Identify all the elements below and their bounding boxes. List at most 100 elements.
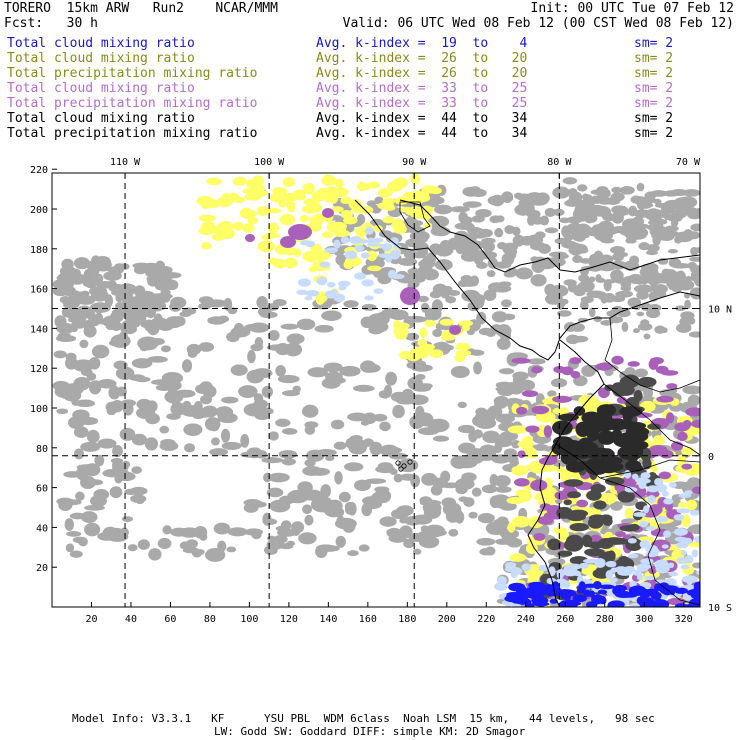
cloud-blob — [213, 522, 231, 535]
cloud-blob — [503, 448, 517, 458]
cloud-blob — [449, 325, 461, 335]
cloud-blob — [96, 281, 115, 289]
cloud-blob — [511, 440, 521, 449]
cloud-blob — [361, 363, 381, 373]
cloud-blob — [407, 268, 420, 275]
cloud-blob — [525, 543, 538, 554]
cloud-blob — [80, 441, 101, 452]
cloud-blob — [400, 287, 420, 305]
cloud-blob — [239, 207, 253, 219]
cloud-blob — [532, 215, 544, 225]
cloud-blob — [562, 567, 578, 577]
cloud-blob — [597, 589, 608, 595]
cloud-blob — [540, 524, 550, 537]
cloud-blob — [617, 445, 641, 460]
cloud-blob — [527, 358, 546, 365]
cloud-blob — [160, 438, 176, 447]
cloud-blob — [637, 376, 657, 388]
y-tick-label: 20 — [36, 563, 48, 574]
cloud-blob — [399, 350, 411, 360]
cloud-blob — [256, 295, 268, 309]
cloud-blob — [648, 358, 659, 370]
cloud-blob — [434, 204, 453, 215]
cloud-blob — [593, 315, 602, 323]
cloud-blob — [524, 603, 535, 607]
cloud-blob — [73, 426, 89, 438]
cloud-blob — [393, 473, 403, 483]
cloud-blob — [476, 262, 488, 269]
cloud-blob — [544, 227, 559, 234]
cloud-blob — [579, 258, 593, 264]
cloud-blob — [183, 423, 203, 437]
cloud-blob — [605, 570, 613, 580]
cloud-blob — [569, 522, 589, 532]
cloud-blob — [88, 357, 101, 370]
cloud-blob — [633, 569, 642, 576]
cloud-blob — [531, 366, 543, 374]
cloud-blob — [393, 327, 409, 338]
cloud-blob — [361, 303, 377, 311]
cloud-blob — [579, 300, 589, 311]
cloud-blob — [285, 344, 298, 352]
cloud-blob — [617, 309, 631, 318]
cloud-blob — [501, 299, 512, 308]
cloud-blob — [109, 486, 123, 499]
legend-label: Total precipitation mixing ratio — [7, 66, 258, 81]
cloud-blob — [639, 520, 648, 528]
island-galapagos — [401, 463, 407, 469]
header-valid-time: Valid: 06 UTC Wed 08 Feb 12 (00 CST Wed … — [342, 16, 734, 31]
cloud-blob — [200, 394, 213, 405]
cloud-blob — [682, 385, 700, 395]
x-tick-label: 160 — [359, 614, 377, 625]
cloud-blob — [309, 216, 318, 227]
cloud-blob — [89, 302, 111, 313]
cloud-blob — [588, 307, 596, 318]
cloud-blob — [432, 342, 449, 350]
cloud-blob — [464, 448, 486, 455]
x-tick-label: 240 — [517, 614, 535, 625]
cloud-blob — [116, 471, 136, 482]
cloud-blob — [562, 177, 578, 185]
cloud-blob — [327, 281, 336, 288]
cloud-blob — [227, 527, 248, 537]
cloud-blob — [59, 388, 69, 399]
cloud-blob — [372, 225, 383, 232]
latitude-label: 10 N — [708, 305, 732, 316]
cloud-blob — [86, 429, 100, 444]
cloud-blob — [515, 489, 528, 497]
cloud-blob — [348, 441, 367, 455]
cloud-blob — [383, 384, 393, 398]
cloud-blob — [166, 279, 179, 291]
cloud-blob — [334, 517, 357, 530]
cloud-blob — [619, 406, 643, 417]
cloud-blob — [603, 279, 616, 284]
cloud-blob — [250, 343, 264, 352]
cloud-blob — [638, 564, 652, 570]
cloud-blob — [200, 200, 210, 210]
cloud-blob — [353, 384, 375, 392]
cloud-blob — [332, 187, 349, 197]
cloud-blob — [689, 256, 700, 262]
cloud-blob — [493, 500, 509, 509]
legend-smoothing: sm= 2 — [634, 81, 674, 96]
cloud-blob — [536, 263, 555, 270]
cloud-blob — [389, 251, 400, 260]
cloud-blob — [608, 316, 624, 324]
cloud-blob — [493, 475, 511, 487]
cloud-blob — [565, 461, 586, 473]
cloud-blob — [581, 193, 590, 200]
cloud-blob — [619, 525, 638, 532]
cloud-blob — [653, 226, 664, 231]
cloud-blob — [431, 299, 443, 314]
cloud-blob — [561, 366, 574, 376]
cloud-blob — [184, 443, 196, 453]
cloud-blob — [497, 576, 507, 586]
cloud-blob — [619, 186, 635, 195]
cloud-blob — [321, 310, 342, 321]
cloud-blob — [147, 355, 168, 363]
cloud-blob — [515, 267, 534, 280]
cloud-blob — [634, 223, 649, 230]
cloud-blob — [517, 440, 534, 449]
cloud-blob — [557, 310, 572, 317]
cloud-blob — [388, 534, 407, 543]
